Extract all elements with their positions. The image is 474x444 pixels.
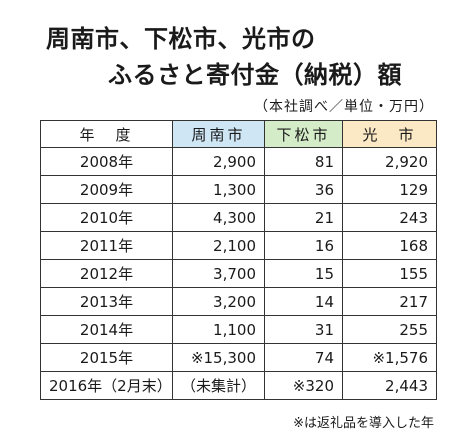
cell-shunan: 3,200 — [172, 287, 265, 316]
cell-kudamatsu: 21 — [264, 203, 343, 232]
cell-kudamatsu: 14 — [264, 287, 343, 316]
table-row: 2011年 2,100 16 168 — [40, 231, 437, 260]
cell-kudamatsu: ※320 — [264, 371, 343, 400]
cell-year: 2009年 — [40, 175, 173, 204]
table-row: 2012年 3,700 15 155 — [40, 259, 437, 288]
cell-shunan: 1,100 — [172, 315, 265, 344]
cell-hikari: 2,920 — [342, 147, 437, 176]
table-row: 2010年 4,300 21 243 — [40, 203, 437, 232]
cell-year: 2015年 — [40, 343, 173, 372]
cell-hikari: 255 — [342, 315, 437, 344]
table-row: 2009年 1,300 36 129 — [40, 175, 437, 204]
cell-shunan: 3,700 — [172, 259, 265, 288]
cell-shunan: 4,300 — [172, 203, 265, 232]
title-line-2: ふるさと寄付金（納税）額 — [108, 61, 402, 89]
cell-year: 2016年（2月末） — [40, 371, 173, 400]
cell-year: 2013年 — [40, 287, 173, 316]
footnote: ※は返礼品を導入した年 — [293, 416, 434, 431]
table-row: 2014年 1,100 31 255 — [40, 315, 437, 344]
cell-hikari: 155 — [342, 259, 437, 288]
donation-table: 年 度 周南市 下松市 光 市 2008年 2,900 81 2,920 2009年 1,… — [40, 120, 437, 400]
cell-year: 2011年 — [40, 231, 173, 260]
cell-hikari: ※1,576 — [342, 343, 437, 372]
cell-hikari: 168 — [342, 231, 437, 260]
table-row: 2016年（2月末） （未集計） ※320 2,443 — [40, 371, 437, 400]
table-row: 2008年 2,900 81 2,920 — [40, 147, 437, 176]
header-year: 年 度 — [40, 120, 173, 148]
cell-year: 2014年 — [40, 315, 173, 344]
cell-shunan: （未集計） — [172, 371, 265, 400]
header-shunan: 周南市 — [172, 120, 265, 148]
cell-kudamatsu: 36 — [264, 175, 343, 204]
table-row: 2013年 3,200 14 217 — [40, 287, 437, 316]
cell-kudamatsu: 31 — [264, 315, 343, 344]
cell-kudamatsu: 15 — [264, 259, 343, 288]
cell-shunan: ※15,300 — [172, 343, 265, 372]
cell-kudamatsu: 16 — [264, 231, 343, 260]
title-line-1: 周南市、下松市、光市の — [46, 25, 316, 53]
header-row: 年 度 周南市 下松市 光 市 — [40, 120, 437, 148]
table-row: 2015年 ※15,300 74 ※1,576 — [40, 343, 437, 372]
cell-year: 2012年 — [40, 259, 173, 288]
cell-hikari: 2,443 — [342, 371, 437, 400]
cell-hikari: 243 — [342, 203, 437, 232]
cell-kudamatsu: 74 — [264, 343, 343, 372]
header-hikari: 光 市 — [342, 120, 437, 148]
header-kudamatsu: 下松市 — [264, 120, 343, 148]
cell-shunan: 1,300 — [172, 175, 265, 204]
subtitle-note: （本社調べ／単位・万円） — [254, 99, 434, 115]
cell-year: 2008年 — [40, 147, 173, 176]
cell-kudamatsu: 81 — [264, 147, 343, 176]
cell-year: 2010年 — [40, 203, 173, 232]
cell-shunan: 2,100 — [172, 231, 265, 260]
cell-shunan: 2,900 — [172, 147, 265, 176]
cell-hikari: 217 — [342, 287, 437, 316]
cell-hikari: 129 — [342, 175, 437, 204]
